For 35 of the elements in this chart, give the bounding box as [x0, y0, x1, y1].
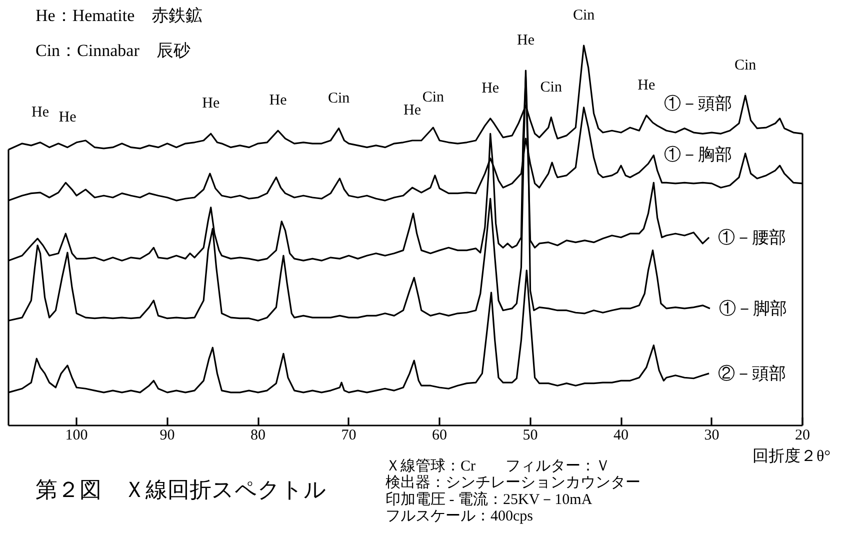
annotation: He [638, 77, 656, 94]
text: Ｘ線管球：Cr フィルター：Ｖ [386, 458, 610, 474]
annotation: He [202, 96, 220, 112]
annotation: He [482, 80, 500, 96]
x-tick-label: 90 [160, 428, 175, 444]
x-tick-label: 30 [704, 428, 720, 444]
series-label: ①－胸部 [664, 144, 732, 164]
annotation: Cin [572, 8, 596, 24]
x-tick-label: 80 [250, 428, 266, 444]
annotation: Cin [328, 90, 350, 106]
x-tick-label: 40 [614, 428, 629, 444]
text: He：Hematite 赤鉄鉱 [36, 6, 203, 25]
annotation: Cin：Cinnabar 辰砂 [36, 41, 190, 60]
series-label: ②－頭部 [718, 364, 786, 383]
x-tick-label: 100 [65, 428, 88, 444]
text: フルスケール：400cps [386, 508, 534, 525]
x-tick-label: 20 [795, 428, 810, 444]
x-tick-label: 70 [341, 428, 356, 444]
x-tick-label: 50 [522, 428, 538, 444]
text: 検出器：シンチレーションカウンター [386, 474, 640, 492]
annotation: Cin [540, 79, 562, 96]
x-axis-title: 回折度２θ° [752, 447, 830, 465]
series-label: ①－脚部 [718, 298, 787, 318]
text: 印加電圧 - 電流：25KV－10mA [386, 490, 592, 508]
x-tick-label: 60 [432, 428, 448, 444]
text: 第２図 Ｘ線回折スペクトル [36, 478, 326, 503]
annotation: He [58, 109, 77, 126]
annotation: He [32, 104, 50, 120]
series-label: ①－頭部 [664, 94, 732, 114]
annotation: Cin [734, 58, 757, 74]
annotation: He [516, 32, 535, 49]
series-label: ①－腰部 [718, 228, 786, 247]
annotation: He [404, 102, 422, 118]
annotation: Cin [422, 90, 445, 106]
annotation: He [269, 92, 288, 109]
